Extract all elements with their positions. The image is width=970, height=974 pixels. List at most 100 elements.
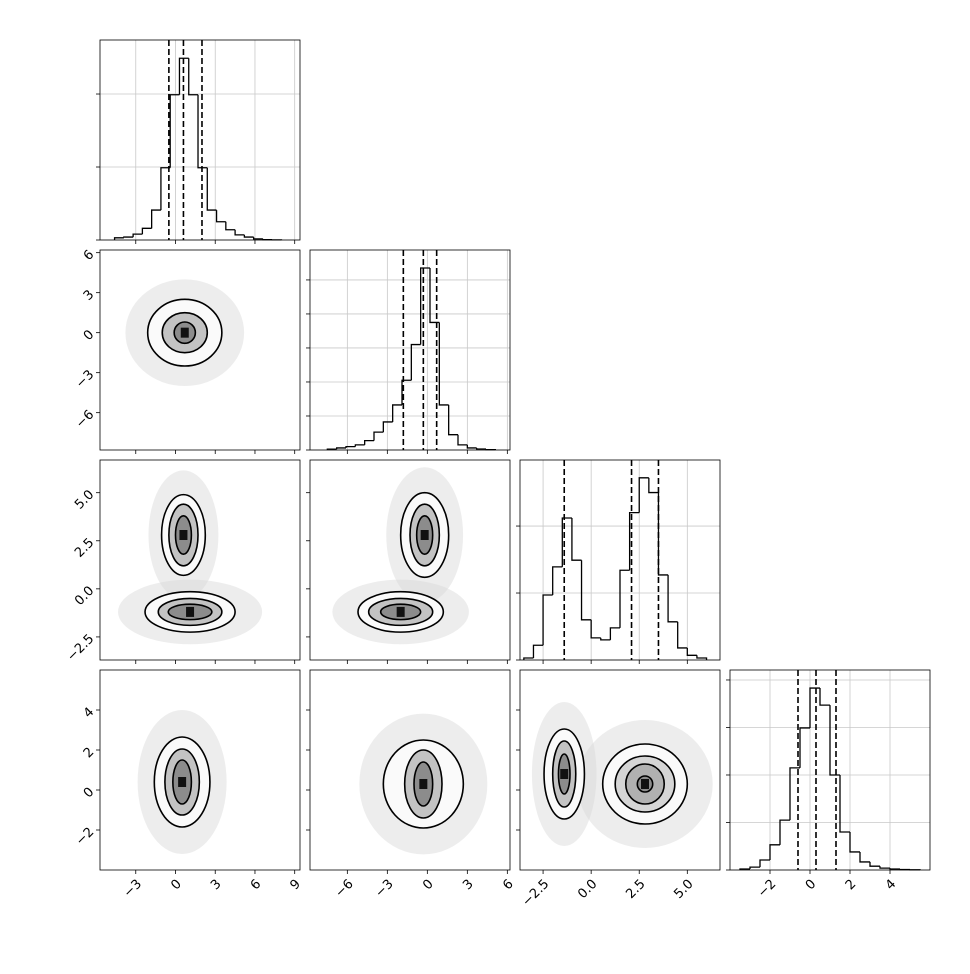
panel-frame [100,40,300,240]
x-tick-label: 2.5 [623,877,648,902]
hist-step [678,622,688,648]
hist-step [750,867,760,869]
x-tick-label: 0.0 [575,877,600,902]
hist-step [543,595,553,645]
hist-step [850,832,860,852]
hist-step [365,441,374,445]
hist-step [411,345,420,381]
hist-step [477,448,486,449]
y-tick-label: 6 [81,247,97,263]
x-tick-label: 3 [460,877,476,893]
hist-step [133,234,142,237]
hist-step [760,860,770,867]
hist-step [658,493,668,575]
x-tick-label: 0 [168,877,184,893]
y-tick-label: 5.0 [72,487,97,512]
hist-step [620,570,630,628]
y-tick-label: 0 [81,785,97,801]
hist-step [142,228,151,234]
y-tick-label: 0.0 [72,584,97,609]
x-tick-label: −6 [332,877,356,901]
hist-step [860,852,870,862]
hist-step [668,575,678,622]
y-tick-label: −2.5 [64,632,97,665]
x-tick-label: 4 [883,877,899,893]
y-tick-label: 2 [81,745,97,761]
hist-step [601,638,611,640]
hist-step [890,868,900,869]
hist-step [790,768,800,820]
density-peak [179,530,187,540]
hist-step [553,567,563,595]
hist-step [649,478,659,493]
hist-step [770,845,780,860]
hist-step [582,560,592,620]
x-tick-label: 2 [843,877,859,893]
hist-step [393,405,402,422]
hist-step [800,728,810,768]
x-tick-label: 9 [288,877,304,893]
y-tick-label: 3 [81,287,97,303]
density-peak [181,328,189,338]
hist-step [591,620,601,638]
hist-step [374,432,383,441]
hist-step [687,648,697,655]
density-peak [186,607,194,617]
hist-step [840,775,850,832]
hist-step [337,448,346,449]
hist-step [449,405,458,435]
hist-step [639,478,649,513]
x-tick-label: −2.5 [519,877,552,910]
hist-step [820,688,830,705]
y-tick-label: −6 [73,407,97,431]
y-tick-label: −2 [73,825,97,849]
density-peak [421,530,429,540]
hist-step [880,866,890,868]
y-tick-label: 2.5 [72,535,97,560]
hist-step [402,380,411,405]
y-tick-label: 4 [81,705,97,721]
y-tick-label: 0 [81,327,97,343]
x-tick-label: 3 [208,877,224,893]
hist-step [697,655,707,660]
hist-step [533,645,543,658]
hist-step [263,239,272,240]
x-tick-label: −2 [755,877,779,901]
hist-step [421,268,430,345]
x-tick-label: 6 [500,877,516,893]
hist-step [870,862,880,866]
x-tick-label: 0 [803,877,819,893]
hist-step [458,435,467,445]
hist-step [383,422,392,432]
x-tick-label: 6 [248,877,264,893]
hist-step [780,820,790,845]
hist-step [189,58,198,94]
density-peak [178,777,186,787]
hist-step [572,518,582,560]
hist-step [244,235,253,237]
y-tick-label: −3 [73,367,97,391]
hist-step [170,95,179,168]
density-peak [397,607,405,617]
density-peak [419,779,427,789]
hist-step [467,445,476,448]
hist-step [152,210,161,228]
hist-step [439,322,448,404]
x-tick-label: 0 [420,877,436,893]
hist-step [235,230,244,235]
hist-step [124,237,133,238]
hist-step [226,222,235,230]
density-peak [641,779,649,789]
x-tick-label: 5.0 [671,877,696,902]
x-tick-label: −3 [372,877,396,901]
hist-step [355,445,364,447]
panel-frame [520,460,720,660]
hist-step [217,210,226,222]
density-peak [560,769,568,779]
x-tick-label: −3 [121,877,145,901]
hist-step [830,705,840,775]
hist-step [610,628,620,640]
hist-step [810,688,820,728]
